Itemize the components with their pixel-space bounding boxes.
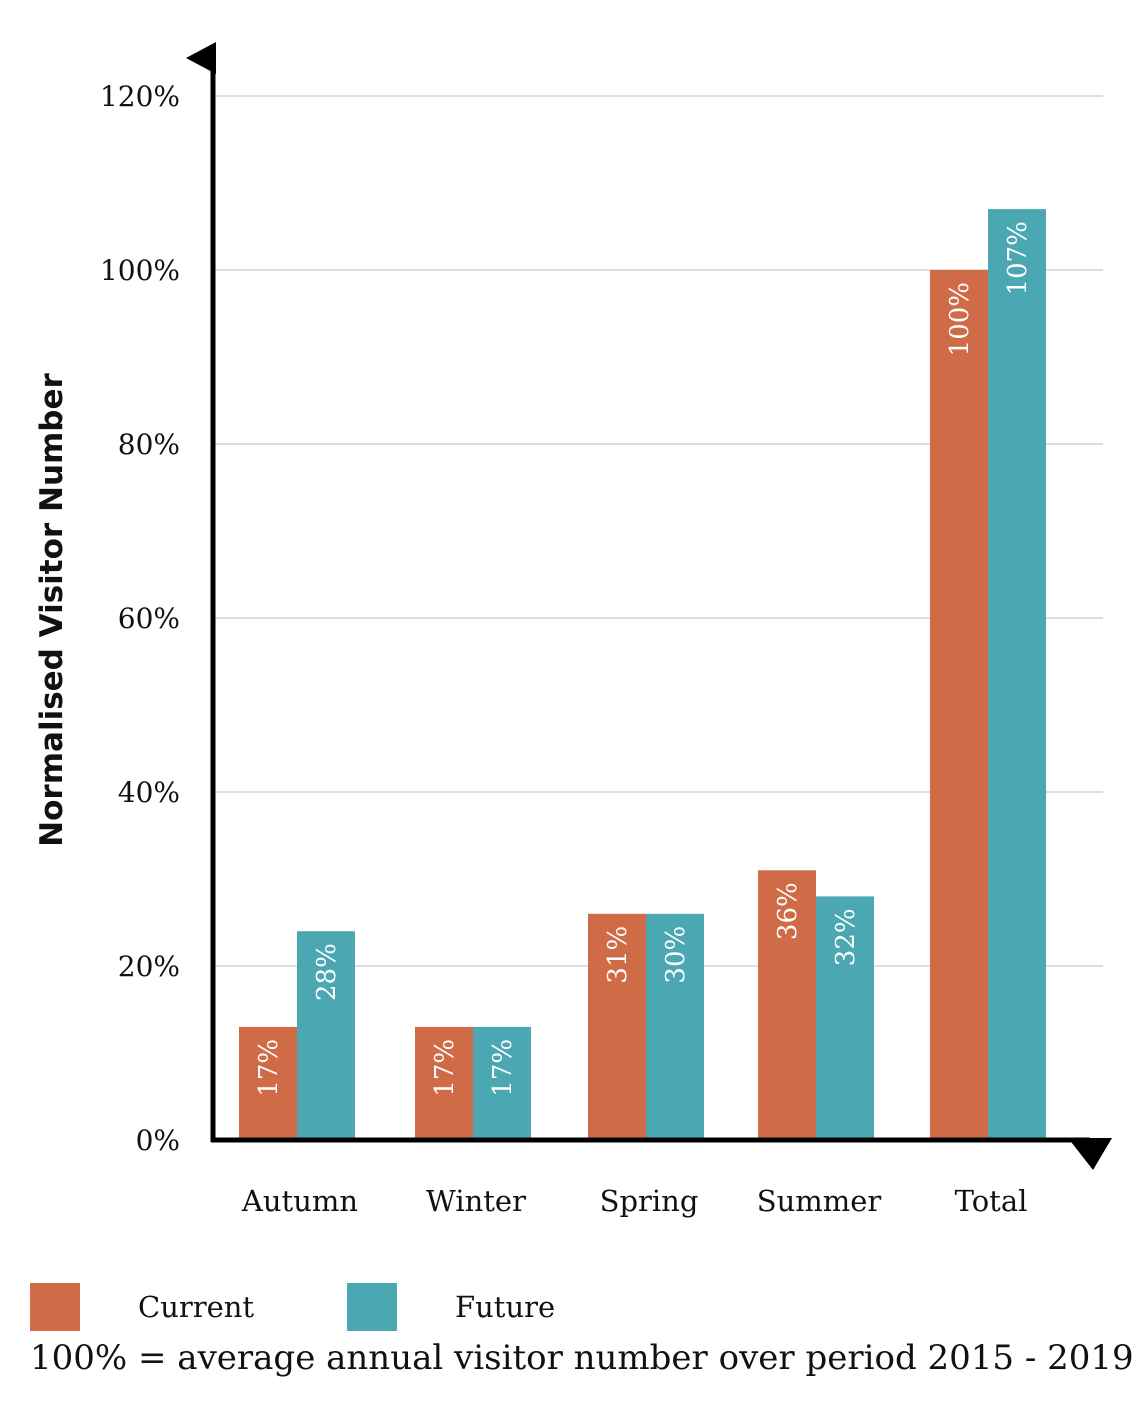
x-tick-label: Autumn xyxy=(241,1184,358,1218)
x-tick-label: Spring xyxy=(600,1184,699,1218)
data-label: 36% xyxy=(773,882,803,940)
legend-item-future: Future xyxy=(347,1282,555,1332)
data-label: 28% xyxy=(312,943,342,1001)
bar-current-winter xyxy=(415,1026,473,1140)
x-tick-label: Summer xyxy=(757,1184,882,1218)
legend: Current Future xyxy=(30,1282,730,1332)
x-axis-arrow-icon xyxy=(1068,1138,1112,1170)
bar-current-spring xyxy=(588,913,646,1140)
bar-future-winter xyxy=(473,1026,531,1140)
bar-future-spring xyxy=(646,913,704,1140)
footnote: 100% = average annual visitor number ove… xyxy=(30,1338,1132,1378)
x-tick-label: Winter xyxy=(426,1184,526,1218)
y-tick-label: 0% xyxy=(136,1124,180,1157)
y-axis-arrow-icon xyxy=(186,42,216,74)
bar-future-total xyxy=(988,209,1046,1141)
x-tick-label: Total xyxy=(955,1184,1028,1218)
data-label: 31% xyxy=(603,926,633,984)
data-label: 100% xyxy=(945,282,975,356)
legend-swatch-current xyxy=(30,1283,80,1331)
y-tick-label: 20% xyxy=(118,950,180,983)
bar-future-autumn xyxy=(297,931,355,1140)
data-label: 17% xyxy=(254,1039,284,1097)
legend-swatch-future xyxy=(347,1283,397,1331)
bar-current-summer xyxy=(758,870,816,1140)
data-label: 107% xyxy=(1003,221,1033,295)
y-tick-label: 40% xyxy=(118,776,180,809)
y-tick-label: 80% xyxy=(118,428,180,461)
x-tick-labels: Autumn Winter Spring Summer Total xyxy=(241,1184,1027,1218)
y-axis-label: Normalised Visitor Number xyxy=(34,372,70,846)
bar-future-summer xyxy=(816,896,874,1140)
y-tick-label: 100% xyxy=(100,254,180,287)
data-label: 32% xyxy=(831,908,861,966)
y-tick-label: 60% xyxy=(118,602,180,635)
legend-item-current: Current xyxy=(30,1282,254,1332)
y-tick-label: 120% xyxy=(100,80,180,113)
legend-label-current: Current xyxy=(138,1290,255,1324)
bar-current-autumn xyxy=(239,1026,297,1140)
data-label: 30% xyxy=(661,926,691,984)
bar-current-total xyxy=(930,270,988,1140)
legend-label-future: Future xyxy=(455,1290,556,1324)
data-label: 17% xyxy=(430,1039,460,1097)
bar-chart: 0% 20% 40% 60% 80% 100% 120% 17% 28% 17% 17% 31% 30… xyxy=(34,42,1112,1218)
bars: 17% 28% 17% 17% 31% 30% 36% 32% 100% 107% xyxy=(239,209,1046,1141)
data-label: 17% xyxy=(488,1039,518,1097)
y-tick-labels: 0% 20% 40% 60% 80% 100% 120% xyxy=(100,80,180,1157)
